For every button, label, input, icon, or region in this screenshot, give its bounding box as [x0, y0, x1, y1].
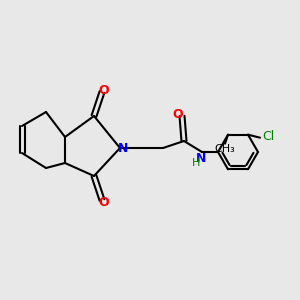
- Text: CH₃: CH₃: [214, 144, 236, 154]
- Text: O: O: [99, 83, 109, 97]
- Text: O: O: [173, 107, 183, 121]
- Text: N: N: [118, 142, 128, 154]
- Text: O: O: [99, 196, 109, 208]
- Text: N: N: [196, 152, 206, 164]
- Text: H: H: [192, 158, 200, 168]
- Text: Cl: Cl: [262, 130, 274, 143]
